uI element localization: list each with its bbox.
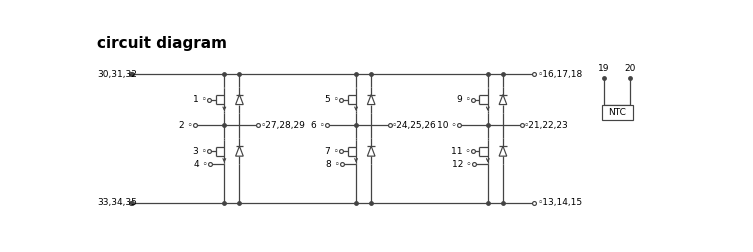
Text: 7 ◦: 7 ◦ [325,147,339,156]
Text: NTC: NTC [608,108,626,117]
Text: ◦24,25,26: ◦24,25,26 [392,121,437,130]
Text: 12 ◦: 12 ◦ [452,160,471,169]
Text: 3 ◦: 3 ◦ [193,147,207,156]
Text: 19: 19 [599,64,610,73]
Text: ◦27,28,29: ◦27,28,29 [261,121,305,130]
FancyBboxPatch shape [602,105,633,120]
Text: 20: 20 [625,64,636,73]
Text: 6 ◦: 6 ◦ [311,121,325,130]
Text: 9 ◦: 9 ◦ [456,95,471,104]
Text: 11 ◦: 11 ◦ [451,147,471,156]
Text: 10 ◦: 10 ◦ [437,121,456,130]
Text: 8 ◦: 8 ◦ [326,160,340,169]
Text: ◦16,17,18: ◦16,17,18 [538,70,583,79]
Text: ◦13,14,15: ◦13,14,15 [538,198,583,207]
Text: circuit diagram: circuit diagram [97,36,227,51]
Text: 5 ◦: 5 ◦ [325,95,339,104]
Text: 4 ◦: 4 ◦ [194,160,208,169]
Text: 1 ◦: 1 ◦ [193,95,207,104]
Text: 30,31,32: 30,31,32 [97,70,137,79]
Text: 33,34,35: 33,34,35 [97,198,137,207]
Text: 2 ◦: 2 ◦ [179,121,193,130]
Text: ◦21,22,23: ◦21,22,23 [524,121,569,130]
